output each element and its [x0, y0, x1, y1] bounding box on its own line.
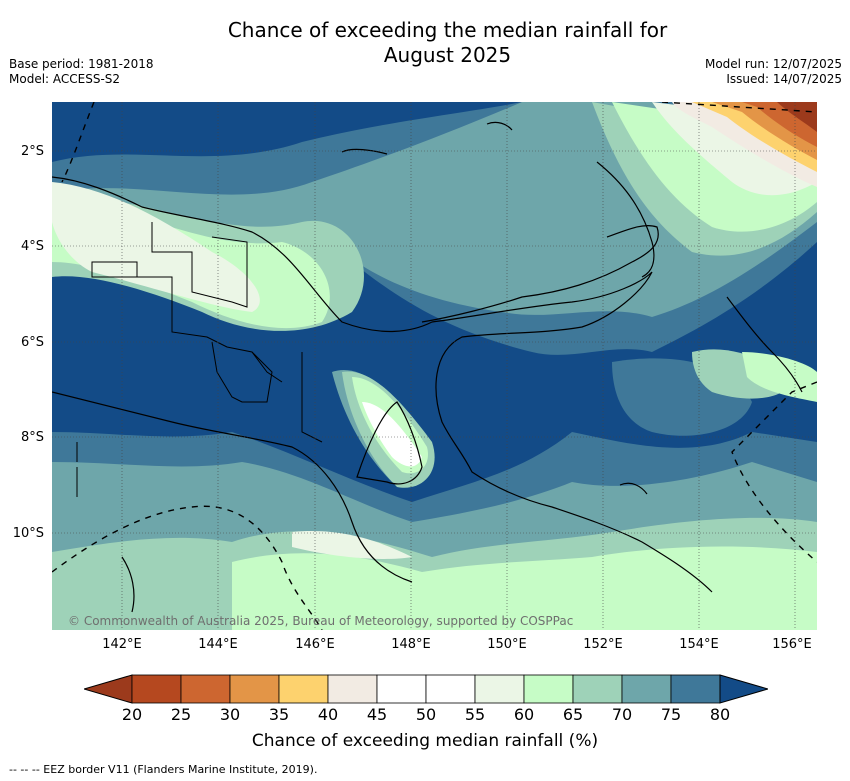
meta-left: Base period: 1981-2018 Model: ACCESS-S2: [9, 57, 154, 87]
manus-island: [341, 148, 388, 155]
map-graphic: [52, 102, 817, 630]
base-period: Base period: 1981-2018: [9, 57, 154, 71]
eez-south: [52, 505, 323, 630]
colorbar-tick-label: 25: [170, 705, 192, 724]
eez-borders: [52, 102, 817, 630]
colorbar-tick-label: 35: [268, 705, 290, 724]
cape-york: [121, 556, 135, 613]
colorbar-cell: [572, 674, 623, 704]
mainland-south-coast: [52, 391, 413, 583]
map-title: Chance of exceeding the median rainfall …: [0, 18, 850, 68]
title-line-2: August 2025: [383, 43, 512, 67]
issued-date: Issued: 14/07/2025: [726, 72, 842, 86]
model-name: Model: ACCESS-S2: [9, 72, 121, 86]
huon-peninsula: [356, 401, 423, 485]
band-55-northwest: [52, 182, 260, 312]
colorbar-tick-label: 55: [464, 705, 486, 724]
colorbar-title: Chance of exceeding median rainfall (%): [251, 731, 599, 751]
lon-label-144e: 144°E: [198, 637, 238, 652]
band-50-central: [362, 402, 422, 467]
title-line-1: Chance of exceeding the median rainfall …: [227, 18, 668, 42]
colorbar-tick-label: 50: [415, 705, 437, 724]
colorbar-tick-label: 75: [660, 705, 682, 724]
colorbar-cell: [131, 674, 182, 704]
colorbar-extend-low: [84, 674, 133, 704]
graticule: [52, 102, 817, 630]
colorbar-tick-label: 60: [513, 705, 535, 724]
band-55-south: [292, 531, 412, 559]
lon-label-156e: 156°E: [772, 637, 812, 652]
colorbar-tick-label: 65: [562, 705, 584, 724]
meta-right: Model run: 12/07/2025 Issued: 14/07/2025: [705, 57, 842, 87]
colorbar-cell: [523, 674, 574, 704]
new-britain: [421, 225, 659, 323]
band-60-south: [232, 546, 817, 630]
lon-label-148e: 148°E: [391, 637, 431, 652]
band-60-east: [742, 352, 817, 402]
colorbar-tick-label: 40: [317, 705, 339, 724]
colorbar-cell: [327, 674, 378, 704]
province-borders: [76, 222, 323, 497]
border-highlands: [211, 341, 273, 403]
colorbar-tick-label: 30: [219, 705, 241, 724]
border-east-sepik: [151, 222, 248, 308]
colorbar-cell: [180, 674, 231, 704]
colorbar-tick-label: 70: [611, 705, 633, 724]
colorbar-tick-label: 20: [121, 705, 143, 724]
colorbar-tick-label: 80: [709, 705, 731, 724]
colorbar-cell: [278, 674, 329, 704]
lon-label-154e: 154°E: [679, 637, 719, 652]
colorbar-cells: [84, 674, 768, 704]
colorbar-cell: [474, 674, 525, 704]
lon-label-150e: 150°E: [487, 637, 527, 652]
eez-north-east: [661, 102, 817, 113]
coastlines: [52, 121, 803, 613]
border-gulf: [301, 352, 323, 443]
mainland-north-coast: [52, 176, 713, 593]
lat-label-10s: 10°S: [12, 526, 44, 541]
bougainville: [726, 296, 803, 393]
colorbar-cell: [425, 674, 476, 704]
eez-east: [731, 381, 817, 563]
eez-footnote: -- -- -- EEZ border V11 (Flanders Marine…: [9, 763, 318, 776]
mussau-island: [486, 121, 513, 131]
model-run: Model run: 12/07/2025: [704, 57, 842, 71]
new-ireland: [596, 161, 655, 278]
copyright-text: © Commonwealth of Australia 2025, Bureau…: [68, 614, 574, 628]
lon-label-142e: 142°E: [102, 637, 142, 652]
lat-label-2s: 2°S: [20, 144, 44, 159]
colorbar-cell: [670, 674, 721, 704]
woodlark-island: [619, 482, 648, 495]
colorbar-cell: [229, 674, 280, 704]
rainfall-map: [52, 102, 817, 630]
colorbar: [84, 674, 768, 704]
lat-label-4s: 4°S: [20, 239, 44, 254]
lat-label-8s: 8°S: [20, 430, 44, 445]
lon-label-152e: 152°E: [583, 637, 623, 652]
colorbar-cell: [621, 674, 672, 704]
colorbar-tick-label: 45: [366, 705, 388, 724]
lat-label-6s: 6°S: [20, 335, 44, 350]
lon-label-146e: 146°E: [295, 637, 335, 652]
colorbar-extend-high: [719, 674, 768, 704]
colorbar-cell: [376, 674, 427, 704]
